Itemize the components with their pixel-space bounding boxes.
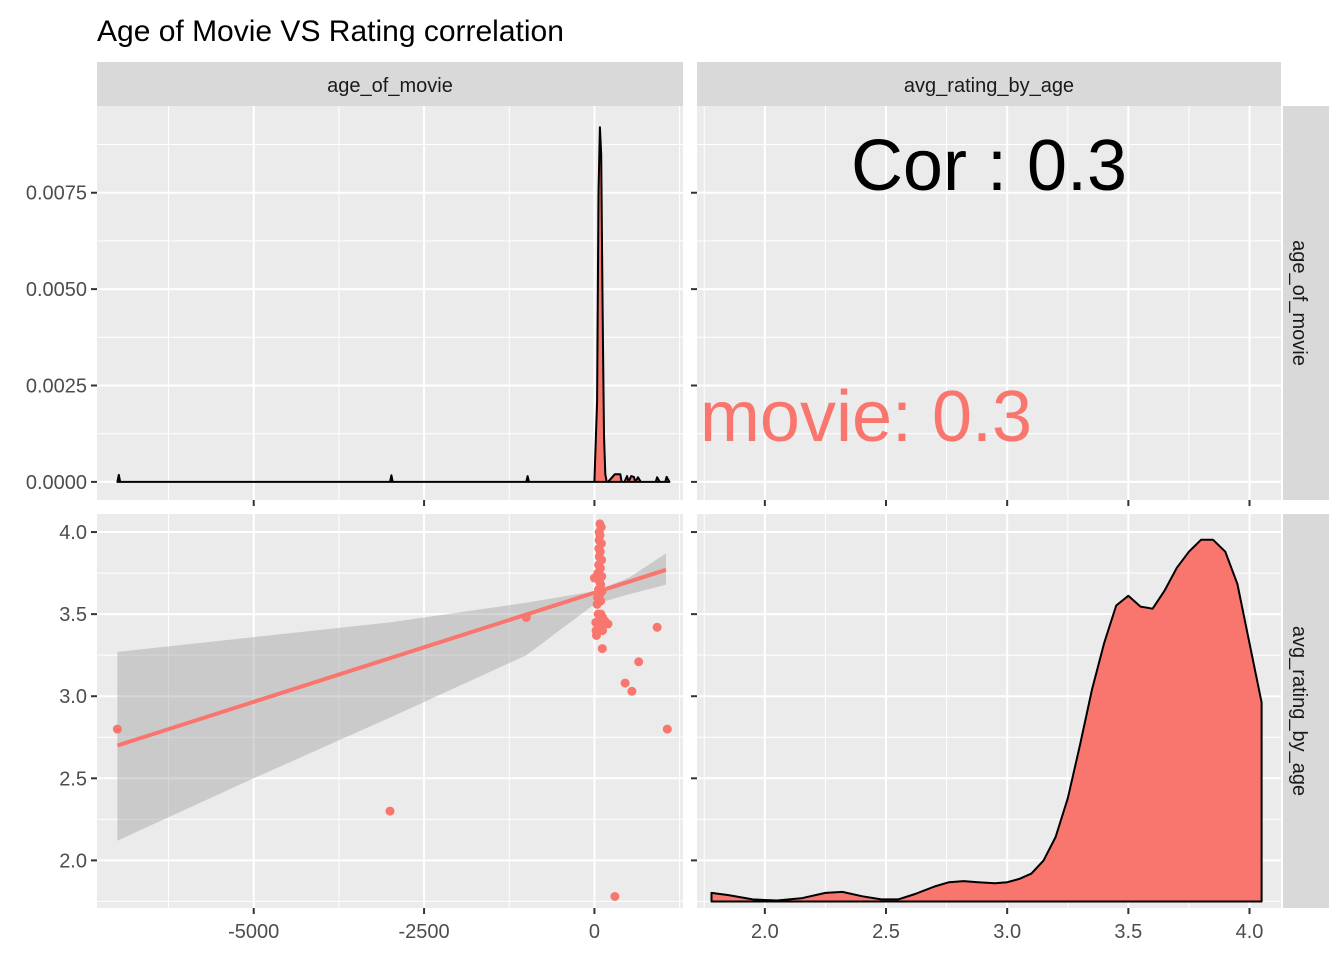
correlation-label: Cor : 0.3 [851,126,1127,206]
y-tick-label: 0.0075 [26,183,87,205]
scatter-point [597,644,607,654]
panel-rating-density [697,514,1281,908]
y-tick-label: 3.0 [59,686,87,708]
scatter-point [385,806,395,816]
y-tick-label: 0.0050 [26,279,87,301]
panel-age-density [97,106,683,500]
x-tick-label: 4.0 [1236,921,1264,943]
x-tick-label: 3.5 [1114,921,1142,943]
scatter-point [112,724,122,734]
scatter-point [620,678,630,688]
scatter-point [662,724,672,734]
scatter-point [652,622,662,632]
panel-background [97,106,683,500]
age-density-area [116,126,671,483]
y-tick-label: 2.0 [59,850,87,872]
x-tick-label: 2.0 [751,921,779,943]
strip-label-avg-rating-by-age: avg_rating_by_age [904,75,1074,97]
correlation-group-label: movie: 0.3 [700,377,1032,457]
y-tick-label: 3.5 [59,604,87,626]
scatter-point [627,686,637,696]
y-tick-label: 2.5 [59,768,87,790]
scatter-point [598,626,607,636]
strip-label-age-of-movie: age_of_movie [327,75,453,97]
scatter-point [597,555,607,565]
y-tick-label: 0.0025 [26,376,87,398]
y-tick-label: 0.0000 [26,472,87,494]
scatter-point [595,530,605,540]
confidence-band [117,553,666,841]
strip-top-right [697,62,1281,106]
x-tick-label: 0 [589,921,600,943]
scatter-point [596,522,606,532]
x-tick-label: -2500 [398,921,449,943]
strip-label-row-age-of-movie: age_of_movie [1288,240,1310,366]
strip-top-left [97,62,683,106]
scatter-point [595,563,605,573]
scatter-point [595,547,605,557]
rating-density-area [710,538,1263,903]
strip-right-top [1283,106,1329,500]
scatter-point [592,631,601,640]
panel-correlation [697,106,1281,500]
strip-right-bottom [1283,514,1329,908]
scatter-point [610,892,620,901]
panel-background [97,514,683,908]
strip-label-row-avg-rating-by-age: avg_rating_by_age [1288,626,1310,796]
y-tick-label: 4.0 [59,522,87,544]
scatter-point [596,596,606,606]
x-tick-label: 2.5 [872,921,900,943]
chart-title: Age of Movie VS Rating correlation [97,15,564,48]
panel-scatter [97,514,683,908]
scatter-point [597,571,607,581]
x-tick-label: -5000 [228,921,279,943]
x-tick-label: 3.0 [993,921,1021,943]
regression-line [116,567,667,748]
axes: -5000 -2500 0 2.0 2.5 3.0 3.5 4.0 0.0000 0.0025 0.… [26,183,1264,943]
panel-background [697,106,1281,500]
scatter-point [603,619,613,629]
scatter-point [596,539,606,548]
scatter-point [634,657,644,667]
